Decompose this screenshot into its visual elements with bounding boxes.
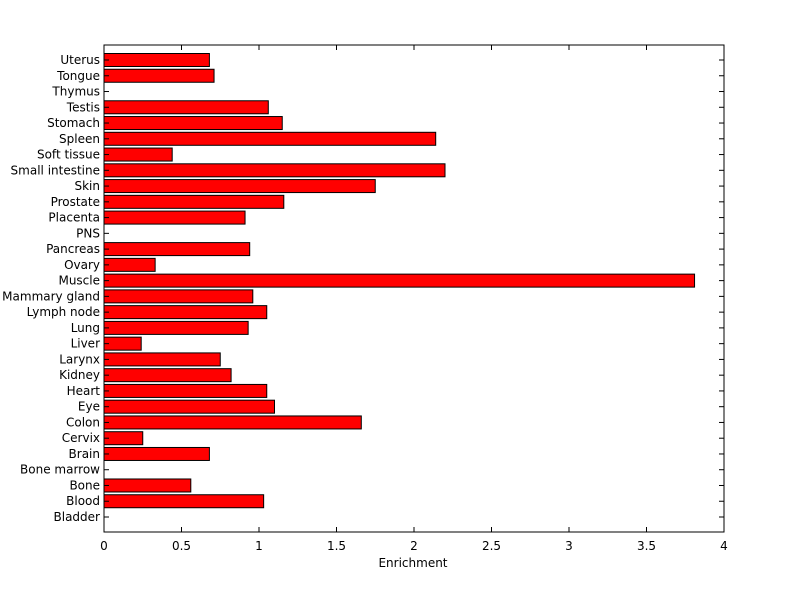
bar-heart [103,383,268,398]
category-label: Colon [66,415,100,429]
category-label: Mammary gland [2,289,100,303]
bar-muscle [103,273,696,288]
category-label: Bone marrow [20,463,100,477]
bar-stomach [103,116,283,131]
bar-pancreas [103,242,251,257]
category-label: Brain [69,447,100,461]
category-label: Placenta [48,211,100,225]
bar-tongue [103,68,215,83]
bar-lung [103,320,249,335]
bar-ovary [103,257,156,272]
category-label: Bone [69,478,100,492]
category-label: Bladder [54,510,101,524]
category-label: Lymph node [27,305,100,319]
category-label: Kidney [59,368,100,382]
x-tick-label: 0.5 [172,539,191,553]
x-tick-label: 3 [565,539,573,553]
bar-brain [103,446,210,461]
bar-prostate [103,194,285,209]
ticks-group [103,45,725,532]
category-label: Prostate [51,195,100,209]
bar-testis [103,100,269,115]
bar-colon [103,415,362,430]
category-label: Cervix [62,431,100,445]
bar-cervix [103,431,144,446]
x-axis-label: Enrichment [378,556,447,570]
category-label: Uterus [60,53,100,67]
bars-group [103,53,696,509]
category-label: Larynx [59,352,100,366]
bar-kidney [103,368,232,383]
bar-skin [103,179,376,194]
category-label: Liver [71,337,101,351]
category-label: Testis [66,100,100,114]
bar-soft-tissue [103,147,173,162]
x-tick-label: 0 [100,539,108,553]
category-label: Stomach [47,116,100,130]
bar-mammary-gland [103,289,254,304]
bar-spleen [103,131,437,146]
x-tick-label: 4 [720,539,728,553]
category-label: Spleen [59,132,100,146]
category-label: Ovary [64,258,100,272]
category-label: Soft tissue [37,148,100,162]
category-label: Eye [78,400,100,414]
x-tick-label: 1 [255,539,263,553]
x-tick-label: 1.5 [327,539,346,553]
bar-lymph-node [103,305,268,320]
bar-bone [103,478,192,493]
bar-blood [103,494,265,509]
x-tick-labels: 0 0.5 1 1.5 2 2.5 3 3.5 4 [100,539,728,553]
category-label: Pancreas [46,242,100,256]
bar-uterus [103,53,210,67]
category-label: PNS [76,226,100,240]
bar-eye [103,399,275,414]
bar-small-intestine [103,163,446,178]
category-label: Lung [71,321,100,335]
bar-placenta [103,210,246,225]
category-label: Small intestine [11,163,100,177]
x-tick-label: 3.5 [637,539,656,553]
category-label: Tongue [56,69,100,83]
category-label: Skin [74,179,100,193]
x-tick-label: 2.5 [482,539,501,553]
category-label: Heart [67,384,101,398]
category-label: Muscle [58,274,100,288]
category-label: Thymus [51,85,100,99]
bar-larynx [103,352,221,367]
x-tick-label: 2 [410,539,418,553]
category-label: Blood [66,494,100,508]
bar-liver [103,336,142,351]
